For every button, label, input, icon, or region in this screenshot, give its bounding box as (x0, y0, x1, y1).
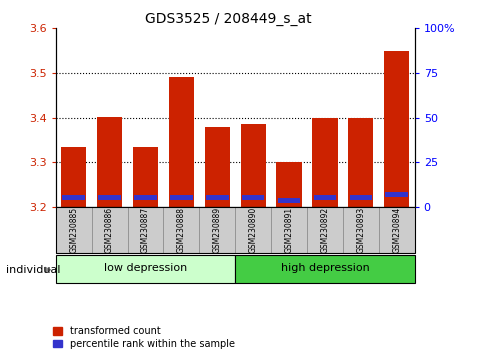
Bar (97, 117, 122, 207)
Text: individual: individual (6, 265, 60, 275)
Bar (312, 118, 337, 207)
Text: GSM230894: GSM230894 (392, 207, 400, 253)
Bar (240, 124, 265, 207)
Bar (385, 192, 407, 197)
Bar (170, 195, 192, 200)
FancyBboxPatch shape (342, 207, 378, 253)
Legend: transformed count, percentile rank within the sample: transformed count, percentile rank withi… (53, 326, 234, 349)
FancyBboxPatch shape (271, 207, 306, 253)
Text: GSM230893: GSM230893 (356, 207, 364, 253)
FancyBboxPatch shape (378, 207, 414, 253)
Bar (276, 162, 301, 207)
Bar (349, 195, 371, 200)
Text: high depression: high depression (280, 263, 368, 273)
FancyBboxPatch shape (199, 207, 235, 253)
FancyBboxPatch shape (163, 207, 199, 253)
FancyBboxPatch shape (127, 207, 163, 253)
Bar (98, 195, 121, 200)
Text: low depression: low depression (104, 263, 187, 273)
Bar (204, 127, 229, 207)
Text: GSM230887: GSM230887 (141, 207, 150, 253)
FancyBboxPatch shape (235, 207, 271, 253)
Bar (61, 147, 86, 207)
Bar (277, 198, 300, 203)
FancyBboxPatch shape (56, 255, 235, 283)
Text: GSM230892: GSM230892 (320, 207, 329, 253)
FancyBboxPatch shape (56, 207, 91, 253)
Text: GSM230886: GSM230886 (105, 207, 114, 253)
Bar (134, 195, 156, 200)
Bar (242, 195, 264, 200)
Text: GSM230889: GSM230889 (212, 207, 221, 253)
Text: GSM230890: GSM230890 (248, 207, 257, 253)
Bar (168, 78, 194, 207)
Text: GDS3525 / 208449_s_at: GDS3525 / 208449_s_at (144, 12, 311, 27)
Bar (62, 195, 85, 200)
Text: GSM230888: GSM230888 (177, 207, 185, 253)
Bar (383, 51, 408, 207)
Bar (348, 118, 373, 207)
Bar (206, 195, 228, 200)
Bar (133, 147, 158, 207)
Text: GSM230885: GSM230885 (69, 207, 78, 253)
FancyBboxPatch shape (91, 207, 127, 253)
Bar (313, 195, 335, 200)
FancyBboxPatch shape (235, 255, 414, 283)
FancyBboxPatch shape (306, 207, 342, 253)
Text: GSM230891: GSM230891 (284, 207, 293, 253)
